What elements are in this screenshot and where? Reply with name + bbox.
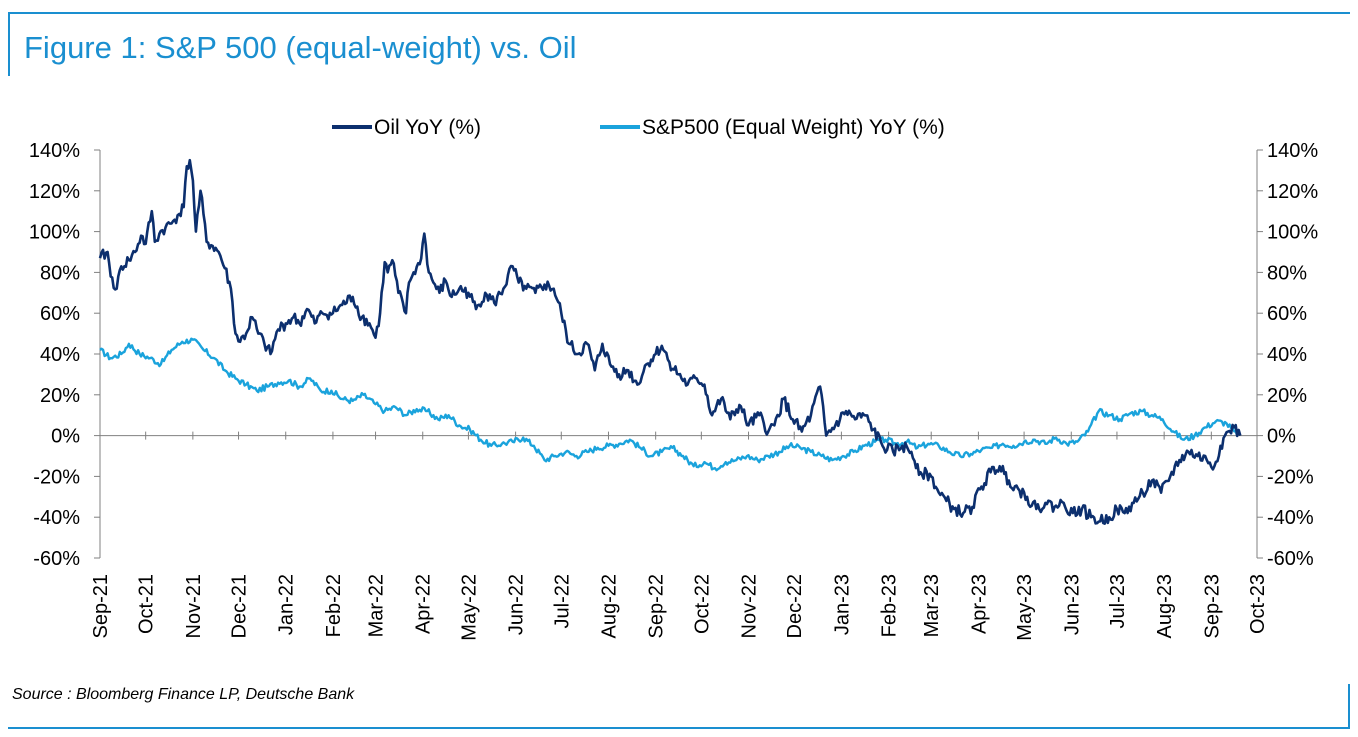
y-tick-label-left: -40%: [33, 507, 80, 529]
x-tick-label: Jul-22: [551, 574, 573, 628]
y-tick-label-left: 120%: [29, 181, 80, 203]
x-tick-label: Dec-21: [229, 574, 251, 638]
x-tick-label: May-23: [1014, 574, 1036, 641]
legend-label-oil: Oil YoY (%): [374, 116, 481, 139]
x-tick-label: Sep-22: [646, 574, 668, 639]
y-tick-label-right: -60%: [1267, 548, 1314, 570]
y-tick-label-right: 40%: [1267, 344, 1307, 366]
legend-label-sp500: S&P500 (Equal Weight) YoY (%): [642, 116, 945, 139]
y-tick-label-right: 120%: [1267, 181, 1318, 203]
y-tick-label-left: 40%: [40, 344, 80, 366]
x-tick-label: Mar-22: [366, 574, 388, 637]
x-tick-label: Jan-22: [276, 574, 298, 635]
y-tick-label-right: 80%: [1267, 262, 1307, 284]
x-tick-label: Aug-23: [1154, 574, 1176, 639]
y-tick-label-right: 140%: [1267, 140, 1318, 162]
x-tick-label: Oct-21: [136, 574, 158, 634]
x-tick-label: Aug-22: [598, 574, 620, 639]
x-tick-label: Mar-23: [921, 574, 943, 637]
x-tick-label: Nov-21: [183, 574, 205, 638]
x-tick-label: Oct-23: [1247, 574, 1269, 634]
y-tick-label-left: 80%: [40, 262, 80, 284]
y-tick-label-right: -40%: [1267, 507, 1314, 529]
y-tick-label-left: -60%: [33, 548, 80, 570]
y-tick-label-left: 60%: [40, 303, 80, 325]
x-tick-label: Jan-23: [831, 574, 853, 635]
x-tick-label: Feb-22: [323, 574, 345, 637]
x-tick-label: Apr-22: [413, 574, 435, 634]
y-tick-label-left: 0%: [51, 426, 80, 448]
x-tick-label: Jul-23: [1107, 574, 1129, 628]
y-tick-label-left: 140%: [29, 140, 80, 162]
frame-right-rule: [1348, 684, 1350, 728]
x-tick-label: Sep-23: [1201, 574, 1223, 639]
x-tick-label: Nov-22: [739, 574, 761, 638]
frame-left-rule: [8, 12, 10, 76]
y-tick-label-left: -20%: [33, 466, 80, 488]
y-tick-label-left: 100%: [29, 222, 80, 244]
source-note: Source : Bloomberg Finance LP, Deutsche …: [12, 686, 355, 703]
y-tick-label-right: 60%: [1267, 303, 1307, 325]
figure-title: Figure 1: S&P 500 (equal-weight) vs. Oil: [24, 30, 577, 65]
y-tick-label-right: -20%: [1267, 466, 1314, 488]
series-line-sp500-equal-weight: [99, 337, 1239, 472]
frame-bottom-rule: [8, 727, 1350, 729]
x-tick-label: Feb-23: [879, 574, 901, 637]
x-tick-label: Jun-23: [1061, 574, 1083, 635]
x-tick-label: Jun-22: [506, 574, 528, 635]
x-tick-label: Oct-22: [691, 574, 713, 634]
series-line-oil: [98, 158, 1242, 525]
y-tick-label-right: 100%: [1267, 222, 1318, 244]
y-tick-label-right: 0%: [1267, 426, 1296, 448]
y-tick-label-left: 20%: [40, 385, 80, 407]
x-tick-label: May-22: [458, 574, 480, 641]
x-tick-label: Apr-23: [968, 574, 990, 634]
x-tick-label: Sep-21: [90, 574, 112, 639]
x-tick-label: Dec-22: [784, 574, 806, 638]
y-tick-label-right: 20%: [1267, 385, 1307, 407]
frame-top-rule: [8, 12, 1350, 14]
